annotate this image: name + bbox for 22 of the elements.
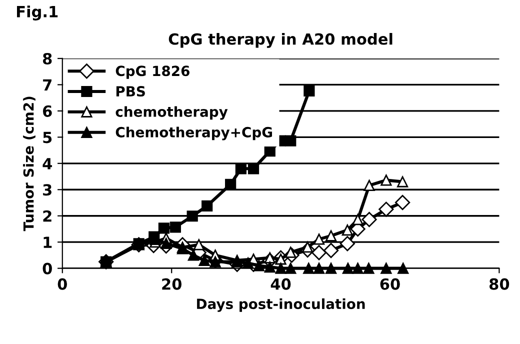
- y-tick-label: 4: [42, 158, 52, 170]
- x-tick-label: 60: [380, 278, 400, 290]
- y-tick-label: 0: [42, 262, 52, 274]
- caption: Fig.1: [17, 6, 58, 20]
- x-axis-title: Days post-inoculation: [197, 298, 365, 312]
- y-tick-label: 2: [43, 210, 52, 222]
- x-tick-label: 0: [58, 278, 67, 290]
- y-tick-label: 8: [42, 52, 52, 64]
- y-tick-label: 7: [43, 79, 52, 91]
- y-tick-label: 5: [43, 132, 52, 144]
- chart-title: CpG therapy in A20 model: [168, 32, 392, 48]
- y-tick-label: 6: [42, 105, 52, 117]
- y-tick-label: 1: [44, 236, 52, 248]
- legend-label: Chemotherapy+CpG: [116, 126, 272, 140]
- legend-label: CpG 1826: [116, 66, 190, 79]
- x-tick-label: 40: [270, 278, 291, 290]
- x-tick-label: 80: [490, 278, 510, 290]
- x-tick-label: 20: [162, 278, 182, 290]
- legend-label: chemotherapy: [116, 106, 228, 120]
- y-tick-label: 3: [43, 184, 52, 196]
- y-axis-title: Tumor Size (cm2): [23, 96, 36, 232]
- legend-label: PBS: [116, 86, 145, 97]
